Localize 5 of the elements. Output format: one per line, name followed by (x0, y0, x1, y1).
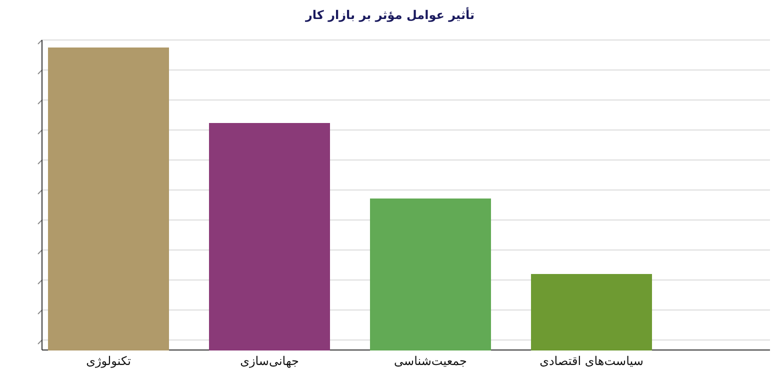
x-tick-label: جمعیت‌شناسی (394, 354, 467, 368)
chart-title: تأثیر عوامل مؤثر بر بازار کار (304, 7, 474, 22)
x-tick-label: جهانی‌سازی (240, 354, 299, 368)
x-tick-label: سیاست‌های اقتصادی (540, 354, 644, 368)
x-tick-label: تکنولوژی (86, 354, 131, 368)
